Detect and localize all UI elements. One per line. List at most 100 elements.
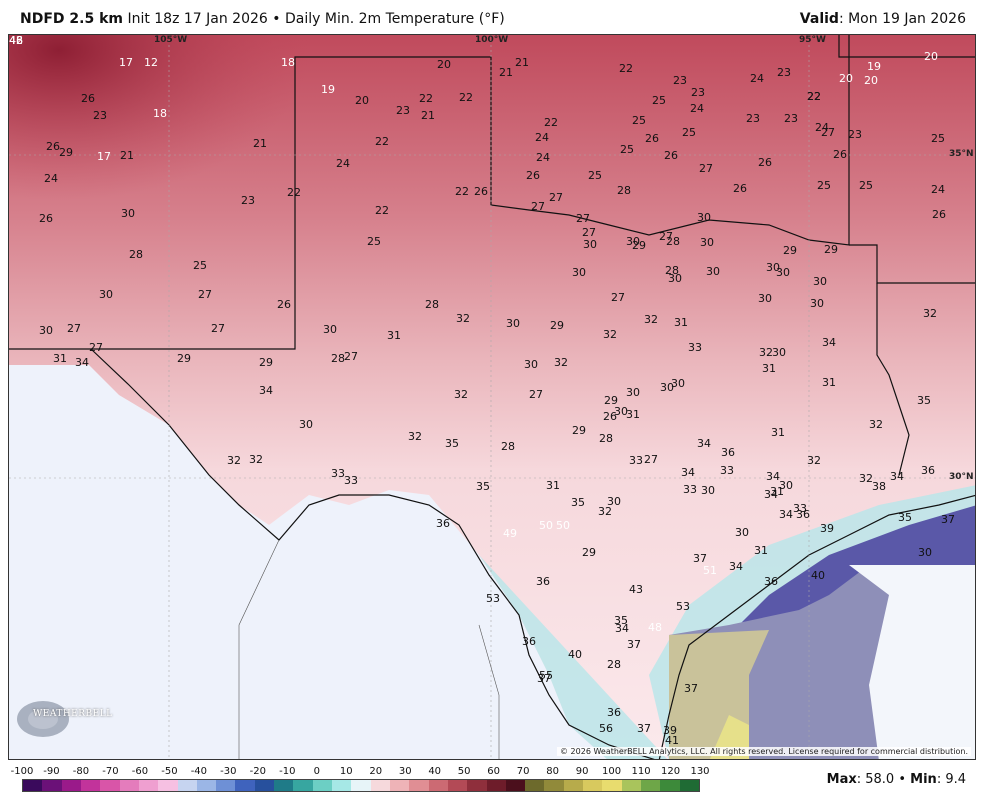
temperature-value: 22 <box>375 204 389 217</box>
temperature-value: 22 <box>807 90 821 103</box>
temperature-value: 34 <box>75 356 89 369</box>
temperature-value: 25 <box>588 169 602 182</box>
temperature-value: 23 <box>93 109 107 122</box>
temperature-value: 29 <box>783 244 797 257</box>
temperature-value: 20 <box>864 74 878 87</box>
temperature-value: 37 <box>537 672 551 685</box>
temperature-value: 27 <box>529 388 543 401</box>
temperature-value: 35 <box>614 614 628 627</box>
scale-tick-label: -40 <box>190 766 208 777</box>
temperature-value: 26 <box>81 92 95 105</box>
temperature-value: 39 <box>820 522 834 535</box>
temperature-value: 53 <box>486 592 500 605</box>
temperature-value: 46 <box>9 34 23 47</box>
color-bar-segment <box>447 780 468 791</box>
temperature-value: 26 <box>758 156 772 169</box>
temperature-value: 32 <box>923 307 937 320</box>
scale-tick-label: 100 <box>602 766 622 777</box>
color-bar-segment <box>389 780 410 791</box>
temperature-map[interactable]: 105°W 100°W 95°W 35°N 30°N 17 12 18 20 21 21 2… <box>8 34 976 760</box>
temperature-value: 33 <box>629 454 643 467</box>
temperature-value: 34 <box>615 622 629 635</box>
temperature-value: 32 <box>869 418 883 431</box>
temperature-value: 51 <box>703 564 717 577</box>
temperature-value: 22 <box>544 116 558 129</box>
color-bar-segment <box>641 780 661 791</box>
color-bar-segment <box>428 780 448 791</box>
temperature-value: 25 <box>682 126 696 139</box>
temperature-value: 30 <box>810 297 824 310</box>
color-bar-segment <box>274 780 294 791</box>
scale-tick-label: 110 <box>631 766 651 777</box>
color-bar-segment <box>42 780 62 791</box>
temperature-value: 30 <box>39 324 53 337</box>
temperature-value: 30 <box>772 346 786 359</box>
scale-tick-label: 80 <box>546 766 559 777</box>
max-label: Max <box>826 772 857 787</box>
temperature-value: 21 <box>499 66 513 79</box>
max-value: : 58.0 <box>856 772 895 787</box>
scale-tick-label: -100 <box>10 766 34 777</box>
temperature-value: 34 <box>764 488 778 501</box>
color-bar-segment <box>602 780 622 791</box>
scale-tick-label: 70 <box>516 766 530 777</box>
temperature-value: 25 <box>652 94 666 107</box>
scale-tick-label: 130 <box>690 766 710 777</box>
temperature-value: 24 <box>750 72 764 85</box>
oklahoma-kansas <box>838 35 975 58</box>
temperature-value: 30 <box>776 266 790 279</box>
color-bar-segment <box>621 780 641 791</box>
lon-105-label: 105°W <box>154 35 188 45</box>
temperature-value: 50 <box>539 519 553 532</box>
temperature-value: 29 <box>572 424 586 437</box>
temperature-value: 26 <box>39 212 53 225</box>
temperature-value: 22 <box>807 90 821 103</box>
product-name: Daily Min. 2m Temperature (°F) <box>284 11 505 27</box>
temperature-value: 26 <box>46 140 60 153</box>
temperature-value: 23 <box>777 66 791 79</box>
temperature-value: 28 <box>599 432 613 445</box>
temperature-value: 30 <box>918 546 932 559</box>
temperature-value: 24 <box>815 121 829 134</box>
temperature-value: 30 <box>660 381 674 394</box>
color-bar-segment <box>23 780 43 791</box>
scale-tick-label: -80 <box>72 766 90 777</box>
temperature-value: 40 <box>811 569 825 582</box>
lat-30-label: 30°N <box>949 472 974 482</box>
temperature-value: 35 <box>445 437 459 450</box>
temperature-value: 26 <box>474 185 488 198</box>
temperature-value: 30 <box>323 323 337 336</box>
temperature-value: 37 <box>684 682 698 695</box>
mexico-area <box>9 365 607 759</box>
color-bar-segment <box>467 780 487 791</box>
temperature-value: 43 <box>629 583 643 596</box>
temperature-value: 31 <box>822 376 836 389</box>
temperature-value: 30 <box>701 484 715 497</box>
temperature-value: 35 <box>571 496 585 509</box>
temperature-value: 30 <box>735 526 749 539</box>
temperature-value: 36 <box>607 706 621 719</box>
temperature-value: 31 <box>771 426 785 439</box>
lon-95-label: 95°W <box>799 35 826 45</box>
temperature-value: 27 <box>549 191 563 204</box>
scale-tick-label: -20 <box>249 766 266 777</box>
valid-time: Valid: Mon 19 Jan 2026 <box>800 11 966 27</box>
scale-tick-label: -30 <box>220 766 237 777</box>
temperature-value: 21 <box>421 109 435 122</box>
temperature-value: 35 <box>917 394 931 407</box>
temperature-value: 30 <box>668 272 682 285</box>
temperature-value: 30 <box>299 418 313 431</box>
temperature-value: 24 <box>931 183 945 196</box>
scale-tick-label: 0 <box>313 766 320 777</box>
temperature-value: 27 <box>344 350 358 363</box>
temperature-value: 27 <box>211 322 225 335</box>
temperature-value: 27 <box>659 230 673 243</box>
color-bar-segment <box>505 780 526 791</box>
temperature-value: 33 <box>720 464 734 477</box>
color-bar-segment <box>196 780 217 791</box>
color-bar-segment <box>100 780 120 791</box>
valid-value: : Mon 19 Jan 2026 <box>838 11 966 27</box>
temperature-value: 21 <box>253 137 267 150</box>
temperature-value: 30 <box>671 377 685 390</box>
weatherbell-logo: WEATHERBELL <box>13 695 112 741</box>
